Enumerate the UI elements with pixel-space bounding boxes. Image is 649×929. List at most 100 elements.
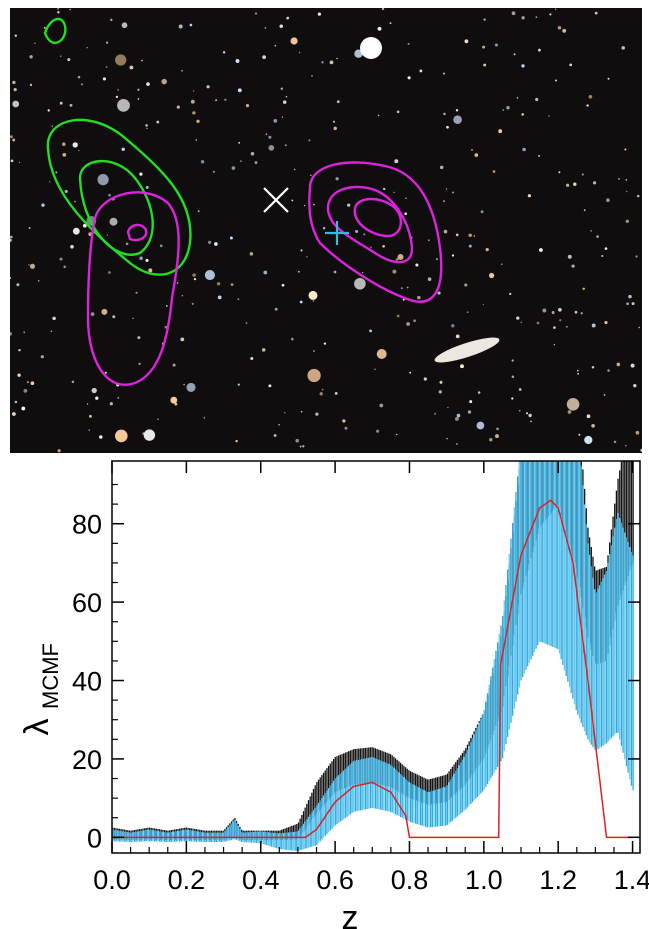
star [460, 364, 464, 369]
star [59, 55, 62, 57]
star [396, 314, 400, 318]
star [383, 187, 386, 191]
star [186, 382, 196, 392]
star [455, 233, 459, 237]
star [527, 194, 532, 198]
star [115, 95, 119, 99]
sky-background [10, 8, 642, 453]
x-tick-label: 1.0 [465, 865, 503, 895]
plot-frame [111, 460, 641, 854]
star [633, 384, 637, 388]
star [551, 311, 555, 314]
star [192, 111, 196, 115]
star [400, 287, 403, 290]
star [583, 209, 586, 211]
star [181, 294, 184, 297]
star [406, 322, 410, 326]
star [274, 44, 277, 47]
star [214, 242, 218, 246]
star [21, 406, 26, 411]
star [405, 197, 407, 200]
star [616, 362, 621, 367]
x-tick-label: 0.2 [168, 865, 206, 895]
star [434, 412, 437, 415]
star [34, 42, 36, 45]
star [476, 421, 485, 430]
star [333, 126, 337, 131]
star [496, 427, 499, 431]
star [164, 325, 168, 329]
star [539, 248, 543, 252]
star [417, 295, 421, 300]
star [106, 234, 109, 236]
star [10, 235, 13, 239]
star [469, 400, 473, 404]
star [245, 104, 250, 108]
star [231, 166, 236, 170]
star [578, 433, 581, 436]
star [312, 300, 315, 302]
star [369, 329, 373, 333]
star [310, 174, 312, 176]
star [273, 434, 277, 437]
star [511, 359, 514, 362]
star [377, 114, 380, 117]
star [279, 24, 283, 28]
star [57, 8, 60, 10]
star [419, 69, 423, 73]
star [95, 396, 99, 400]
star [193, 277, 197, 281]
star [105, 66, 108, 68]
star [217, 295, 222, 300]
star [237, 383, 240, 386]
star [630, 363, 635, 368]
star [313, 203, 315, 206]
star [569, 63, 573, 67]
star [235, 59, 240, 63]
star [121, 22, 128, 29]
star [548, 115, 550, 117]
star [109, 402, 113, 406]
star [471, 149, 473, 151]
star [70, 244, 74, 249]
star [165, 305, 168, 307]
star [59, 101, 63, 105]
star [554, 79, 558, 82]
star [196, 119, 200, 123]
lambda-vs-z-chart: 0.0 0.2 0.4 0.6 0.8 1.0 1.2 1.4 0 20 40 60 80 z λ MC… [18, 460, 649, 929]
star [376, 349, 387, 359]
star [361, 271, 364, 274]
star [584, 435, 593, 445]
y-axis-label: λ MCMF [18, 643, 63, 735]
star [382, 244, 385, 248]
star [16, 283, 20, 287]
y-tick-label: 40 [72, 667, 102, 697]
star [566, 397, 580, 411]
star [82, 223, 87, 228]
star [299, 300, 303, 304]
star [322, 227, 326, 230]
star [86, 47, 88, 49]
star [374, 368, 376, 370]
star [439, 380, 443, 384]
star [245, 322, 248, 324]
star [145, 185, 149, 189]
star [132, 317, 134, 319]
star [268, 145, 275, 151]
star [613, 440, 617, 444]
star [624, 148, 627, 151]
data-layer [112, 461, 634, 851]
star [28, 264, 30, 266]
star [174, 402, 178, 406]
star [49, 181, 51, 183]
star [521, 64, 525, 68]
magenta-contours-left [86, 191, 180, 386]
series-errorbar-blue [112, 461, 634, 851]
star [278, 424, 280, 426]
star [115, 54, 127, 66]
star [10, 135, 13, 139]
star [319, 392, 323, 396]
star [308, 290, 318, 300]
star [298, 51, 301, 54]
star [254, 161, 258, 165]
